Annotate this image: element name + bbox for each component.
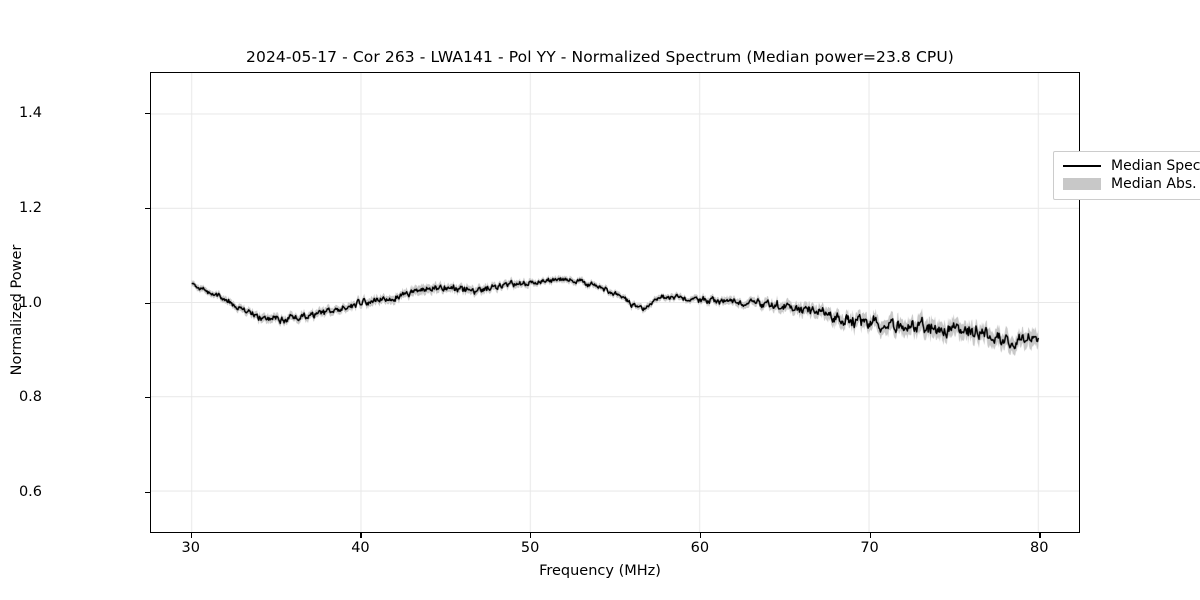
chart-legend: Median Spectrum Median Abs. Dev. — [1053, 151, 1200, 200]
legend-label-median-abs-dev: Median Abs. Dev. — [1111, 176, 1200, 192]
legend-band-swatch-icon — [1062, 177, 1102, 191]
y-tick-mark — [145, 207, 150, 210]
y-tick-mark — [145, 491, 150, 494]
y-tick-label: 1.4 — [18, 105, 42, 122]
plot-area: Median Spectrum Median Abs. Dev. — [150, 72, 1200, 533]
x-tick-label: 40 — [351, 540, 370, 556]
x-tick-mark — [360, 533, 362, 538]
x-axis-label: Frequency (MHz) — [539, 563, 661, 579]
y-tick-mark — [145, 397, 150, 399]
x-tick-mark — [190, 533, 193, 538]
x-tick-label: 50 — [520, 540, 540, 556]
x-tick-mark — [1039, 533, 1041, 538]
x-tick-mark — [869, 533, 871, 538]
y-tick-label: 0.6 — [18, 483, 42, 500]
legend-entry-median-abs-dev: Median Abs. Dev. — [1062, 175, 1200, 193]
legend-line-swatch-icon — [1062, 159, 1102, 173]
y-tick-label: 1.2 — [18, 199, 42, 216]
x-tick-label: 30 — [181, 540, 200, 556]
spectrum-plot-canvas — [151, 73, 1079, 532]
x-tick-label: 70 — [860, 540, 879, 556]
y-tick-label: 1.0 — [18, 294, 42, 311]
x-tick-label: 60 — [690, 540, 710, 556]
y-tick-mark — [145, 302, 150, 304]
chart-title: 2024-05-17 - Cor 263 - LWA141 - Pol YY -… — [246, 48, 954, 66]
legend-label-median-spectrum: Median Spectrum — [1111, 158, 1200, 174]
x-tick-label: 80 — [1030, 540, 1049, 556]
x-tick-mark — [699, 533, 702, 538]
y-tick-label: 0.8 — [18, 389, 42, 406]
y-tick-mark — [145, 113, 150, 115]
legend-entry-median-spectrum: Median Spectrum — [1062, 157, 1200, 175]
x-tick-mark — [530, 533, 532, 538]
